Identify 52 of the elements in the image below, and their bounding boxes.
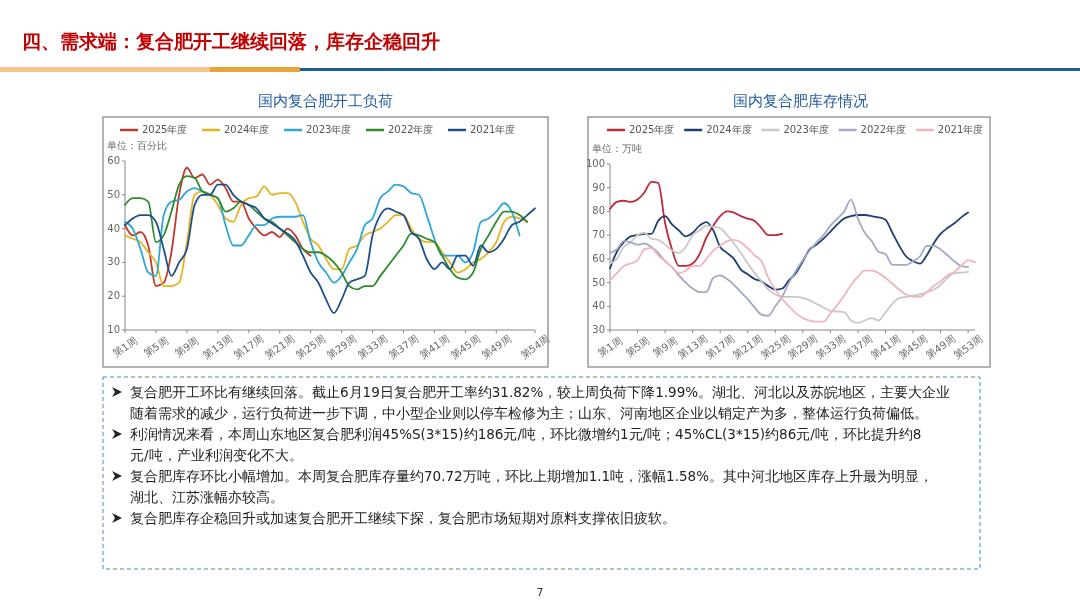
y-tick-label: 50	[592, 276, 605, 288]
legend-label: 2022年度	[388, 124, 434, 135]
y-axis-title: 单位：百分比	[107, 140, 167, 151]
legend-label: 2025年度	[629, 124, 675, 135]
legend-label: 2022年度	[860, 124, 907, 135]
y-tick-label: 30	[107, 256, 120, 268]
legend-label: 2024年度	[224, 124, 270, 135]
legend-label: 2023年度	[306, 124, 352, 135]
legend-label: 2021年度	[470, 124, 516, 135]
line-series	[124, 183, 536, 314]
x-tick-label: 第5周	[141, 334, 170, 360]
text: 复合肥开工环比有继续回落。截止6月19日复合肥开工率约31.82%，较上周负荷下降1.99%。湖北、河北以及苏皖地区，主要大企业随着需求的减少，运行负荷进一步下调，中小型企业则以停车检修为主；山东、河南地区企业以销定产为多，整体运行负荷偏低。	[130, 384, 951, 421]
y-tick-label: 50	[107, 188, 120, 200]
x-tick-label: 第9周	[172, 334, 201, 360]
text: 7	[536, 586, 544, 599]
y-axis-title: 单位：万吨	[592, 143, 642, 154]
y-tick-label: 30	[592, 324, 605, 335]
line-series	[609, 198, 970, 317]
line-series	[609, 211, 970, 291]
text: 四、需求端：复合肥开工继续回落，库存企稳回升	[22, 30, 440, 52]
x-tick-label: 第25周	[294, 333, 328, 361]
y-tick-label: 90	[592, 181, 605, 193]
legend-label: 2024年度	[706, 124, 752, 135]
y-tick-label: 20	[107, 290, 120, 302]
y-tick-label: 10	[107, 324, 120, 335]
line-series	[609, 224, 970, 324]
x-tick-label: 第5周	[623, 334, 652, 360]
chart-title: 国内复合肥开工负荷	[257, 92, 393, 110]
text: 复合肥库存企稳回升或加速复合肥开工继续下探，复合肥市场短期对原料支撑依旧疲软。	[130, 510, 676, 526]
legend-label: 2023年度	[783, 124, 829, 135]
legend-label: 2025年度	[142, 124, 188, 135]
x-tick-label: 第1周	[596, 334, 624, 360]
y-tick-label: 70	[592, 229, 605, 241]
x-tick-label: 第54周	[518, 333, 552, 361]
line-series	[609, 238, 976, 323]
y-tick-label: 40	[107, 222, 120, 234]
x-tick-label: 第29周	[325, 333, 359, 361]
text: 利润情况来看，本周山东地区复合肥利润45%S(3*15)约186元/吨，环比微增约1元/吨；45%CL(3*15)约86元/吨，环比提升约8元/吨，产业利润变化不大。	[130, 426, 922, 463]
legend-label: 2021年度	[937, 124, 984, 135]
line-series	[609, 180, 784, 267]
chart-title: 国内复合肥库存情况	[732, 92, 868, 110]
y-tick-label: 60	[107, 155, 120, 166]
x-tick-label: 第17周	[232, 333, 266, 361]
x-tick-label: 第13周	[201, 333, 235, 361]
y-tick-label: 40	[592, 300, 605, 312]
x-tick-label: 第1周	[111, 334, 139, 360]
text: 复合肥库存环比小幅增加。本周复合肥库存量约70.72万吨，环比上期增加1.1吨，涨幅1.58%。其中河北地区库存上升最为明显，湖北、江苏涨幅亦较高。	[130, 468, 934, 505]
y-tick-label: 60	[592, 252, 605, 264]
y-tick-label: 80	[592, 205, 605, 217]
line-series	[124, 166, 312, 287]
y-tick-label: 100	[585, 158, 605, 169]
x-tick-label: 第21周	[263, 333, 297, 361]
